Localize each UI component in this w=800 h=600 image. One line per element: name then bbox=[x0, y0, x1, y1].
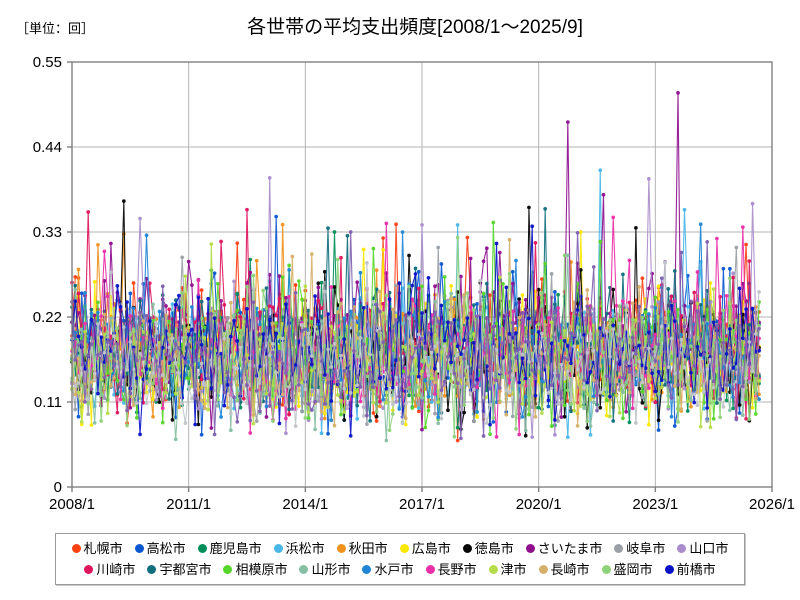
legend-item-札幌市[interactable]: 札幌市 bbox=[71, 541, 123, 556]
y-axis-tick-label: 0 bbox=[54, 479, 62, 496]
legend-row-2: 川崎市 宇都宮市 相模原市 山形市 水戸市 長野市 津市 長崎市 盛岡市 前橋市 bbox=[62, 559, 738, 580]
y-axis-labels: 0.55 0.44 0.33 0.22 0.11 0 bbox=[33, 54, 62, 496]
legend-marker-icon bbox=[488, 565, 498, 574]
x-axis-tick-label: 2023/1 bbox=[632, 496, 678, 513]
legend-item-川崎市[interactable]: 川崎市 bbox=[84, 563, 135, 576]
legend-item-label: 水戸市 bbox=[374, 562, 414, 577]
legend-item-label: 長野市 bbox=[437, 562, 477, 577]
legend-marker-icon bbox=[71, 544, 81, 553]
legend-item-山口市[interactable]: 山口市 bbox=[677, 542, 728, 555]
legend: 札幌市 高松市 鹿児島市 浜松市 秋田市 広島市 徳島市 さいたま市 岐阜市 山口市 川崎市 宇都宮… bbox=[55, 533, 745, 585]
legend-item-label: 宇都宮市 bbox=[159, 562, 212, 577]
chart-canvas: 0.55 0.44 0.33 0.22 0.11 0 2008/1 2011/1 2014/1… bbox=[33, 54, 795, 513]
y-axis-tick-label: 0.11 bbox=[34, 394, 62, 411]
legend-marker-icon bbox=[147, 565, 157, 574]
legend-marker-icon bbox=[664, 565, 674, 574]
legend-item-長崎市[interactable]: 長崎市 bbox=[538, 562, 590, 577]
plot-frame bbox=[67, 61, 773, 492]
legend-marker-icon bbox=[336, 544, 346, 553]
legend-item-津市[interactable]: 津市 bbox=[488, 562, 527, 577]
x-axis-tick-label: 2014/1 bbox=[282, 496, 328, 513]
legend-item-岐阜市[interactable]: 岐阜市 bbox=[614, 542, 665, 555]
y-axis-tick-label: 0.22 bbox=[33, 309, 62, 326]
legend-marker-icon bbox=[223, 565, 233, 574]
legend-item-label: 広島市 bbox=[411, 541, 451, 556]
legend-item-前橋市[interactable]: 前橋市 bbox=[664, 562, 716, 577]
legend-item-label: 長崎市 bbox=[550, 562, 590, 577]
legend-marker-icon bbox=[362, 565, 372, 574]
legend-marker-icon bbox=[614, 544, 624, 553]
x-axis-tick-label: 2020/1 bbox=[516, 496, 562, 513]
legend-item-水戸市[interactable]: 水戸市 bbox=[362, 562, 414, 577]
legend-item-徳島市[interactable]: 徳島市 bbox=[462, 541, 514, 556]
legend-marker-icon bbox=[525, 544, 535, 553]
legend-item-label: 札幌市 bbox=[83, 541, 123, 556]
legend-item-label: 秋田市 bbox=[348, 541, 388, 556]
x-axis-tick-label: 2008/1 bbox=[49, 496, 95, 513]
legend-item-label: 前橋市 bbox=[676, 562, 716, 577]
legend-marker-icon bbox=[197, 544, 207, 553]
legend-item-さいたま市[interactable]: さいたま市 bbox=[525, 541, 603, 556]
legend-item-相模原市[interactable]: 相模原市 bbox=[223, 563, 287, 576]
legend-item-浜松市[interactable]: 浜松市 bbox=[273, 541, 325, 556]
legend-item-盛岡市[interactable]: 盛岡市 bbox=[601, 562, 653, 577]
x-axis-tick-label: 2011/1 bbox=[166, 496, 211, 513]
legend-item-秋田市[interactable]: 秋田市 bbox=[336, 541, 388, 556]
legend-item-高松市[interactable]: 高松市 bbox=[134, 541, 186, 556]
legend-marker-icon bbox=[84, 565, 94, 574]
x-axis-tick-label: 2026/1 bbox=[749, 496, 795, 513]
legend-marker-icon bbox=[601, 565, 611, 574]
legend-marker-icon bbox=[299, 565, 309, 574]
series-山口市2 bbox=[70, 230, 761, 441]
y-axis-tick-label: 0.55 bbox=[33, 54, 62, 71]
y-axis-tick-label: 0.33 bbox=[33, 224, 62, 241]
legend-item-label: 盛岡市 bbox=[613, 562, 653, 577]
plot-area: 0.55 0.44 0.33 0.22 0.11 0 2008/1 2011/1 2014/1… bbox=[33, 54, 795, 513]
legend-marker-icon bbox=[538, 565, 548, 574]
unit-label: ［単位：回］ bbox=[16, 21, 95, 36]
legend-item-label: 徳島市 bbox=[474, 541, 514, 556]
page-title: 各世帯の平均支出頻度[2008/1～2025/9] bbox=[247, 17, 583, 38]
legend-marker-icon bbox=[425, 565, 435, 574]
legend-item-label: 相模原市 bbox=[235, 562, 288, 577]
y-axis-tick-label: 0.44 bbox=[33, 139, 62, 156]
legend-item-鹿児島市[interactable]: 鹿児島市 bbox=[197, 541, 262, 556]
legend-item-宇都宮市[interactable]: 宇都宮市 bbox=[147, 563, 211, 576]
legend-row-1: 札幌市 高松市 鹿児島市 浜松市 秋田市 広島市 徳島市 さいたま市 岐阜市 山口市 bbox=[62, 538, 738, 559]
series-盛岡市 bbox=[70, 235, 761, 439]
series-lines bbox=[70, 91, 761, 443]
legend-marker-icon bbox=[677, 544, 687, 553]
legend-item-label: 鹿児島市 bbox=[209, 541, 262, 556]
legend-marker-icon bbox=[273, 544, 283, 553]
legend-marker-icon bbox=[462, 544, 472, 553]
legend-item-label: 浜松市 bbox=[285, 541, 325, 556]
x-axis-labels: 2008/1 2011/1 2014/1 2017/1 2020/1 2023/1 2026… bbox=[49, 496, 795, 513]
legend-marker-icon bbox=[399, 544, 409, 553]
legend-item-長野市[interactable]: 長野市 bbox=[425, 562, 477, 577]
legend-item-山形市[interactable]: 山形市 bbox=[299, 563, 350, 576]
legend-marker-icon bbox=[134, 544, 144, 553]
legend-item-広島市[interactable]: 広島市 bbox=[399, 541, 451, 556]
legend-item-label: 山形市 bbox=[311, 562, 351, 577]
x-axis-tick-label: 2017/1 bbox=[399, 496, 445, 513]
legend-item-label: さいたま市 bbox=[537, 541, 603, 556]
legend-item-label: 川崎市 bbox=[96, 562, 136, 577]
legend-item-label: 津市 bbox=[500, 562, 527, 577]
legend-item-label: 山口市 bbox=[689, 541, 729, 556]
legend-item-label: 岐阜市 bbox=[626, 541, 666, 556]
legend-item-label: 高松市 bbox=[146, 541, 186, 556]
